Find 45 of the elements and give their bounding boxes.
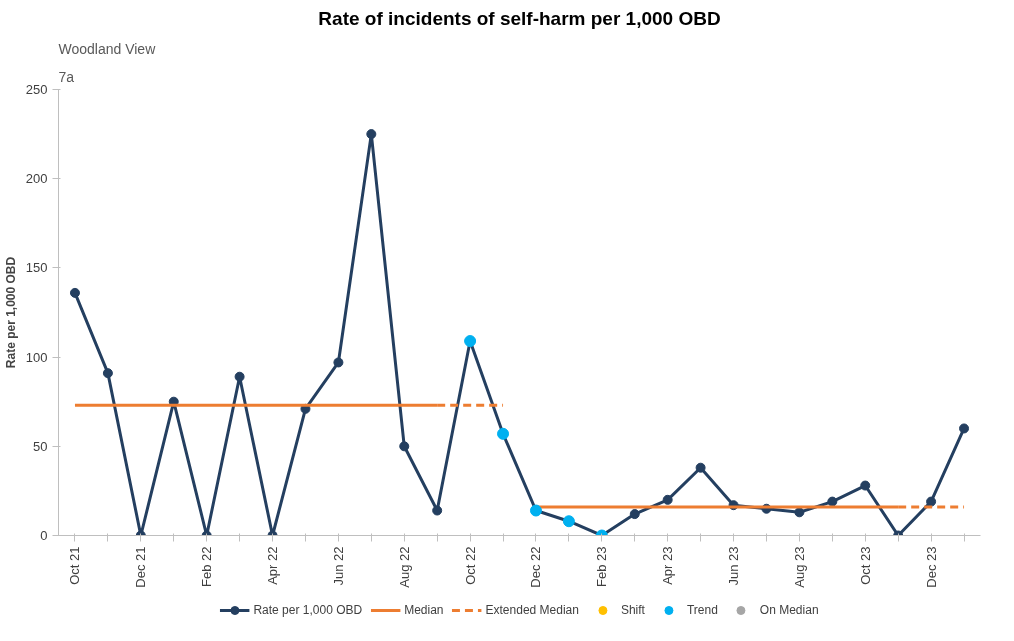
y-tick-label: 50 [33, 438, 48, 454]
x-tick-label: Dec 22 [528, 546, 544, 588]
x-tick-label: Oct 22 [462, 546, 478, 585]
legend-label: Median [404, 603, 444, 617]
point [629, 509, 640, 520]
text: Woodland View [58, 40, 157, 57]
point [102, 368, 113, 379]
legend-label: Shift [620, 603, 645, 617]
point [860, 480, 871, 491]
point [794, 507, 805, 518]
x-tick-label: Feb 22 [199, 546, 215, 587]
legend-label: Extended Median [485, 603, 579, 617]
x-tick-label: Jun 22 [330, 546, 346, 586]
point [662, 494, 673, 505]
y-tick-label: 150 [25, 260, 48, 276]
x-tick-label: Feb 23 [594, 546, 610, 587]
chart-title: Rate of incidents of self-harm per 1,000 OBD [318, 7, 721, 29]
legend-label: Rate per 1,000 OBD [253, 603, 363, 617]
point [959, 423, 970, 434]
legend-label: Trend [686, 603, 718, 617]
y-tick-label: 0 [40, 528, 48, 543]
x-tick-label: Apr 22 [265, 546, 281, 585]
x-tick-label: Apr 23 [660, 546, 676, 585]
x-tick-label: Dec 23 [923, 546, 939, 588]
x-tick-label: Aug 23 [791, 546, 807, 588]
point [333, 357, 344, 368]
point [234, 371, 245, 382]
text: 7a [58, 68, 75, 85]
y-axis-title: Rate per 1,000 OBD [3, 256, 18, 369]
x-tick-label: Dec 21 [133, 546, 149, 588]
legend-label: On Median [759, 603, 819, 617]
point [366, 129, 377, 140]
point [695, 462, 706, 473]
point [926, 496, 937, 507]
y-tick-label: 100 [25, 349, 48, 365]
x-tick-label: Oct 21 [67, 546, 83, 585]
point [432, 505, 443, 516]
y-tick-label: 250 [25, 82, 48, 97]
x-tick-label: Aug 22 [396, 546, 412, 588]
x-tick-label: Oct 23 [857, 546, 873, 585]
point [399, 441, 410, 452]
point [69, 287, 80, 298]
y-tick-label: 200 [25, 171, 48, 187]
point [827, 496, 838, 507]
x-tick-label: Jun 23 [726, 546, 742, 586]
